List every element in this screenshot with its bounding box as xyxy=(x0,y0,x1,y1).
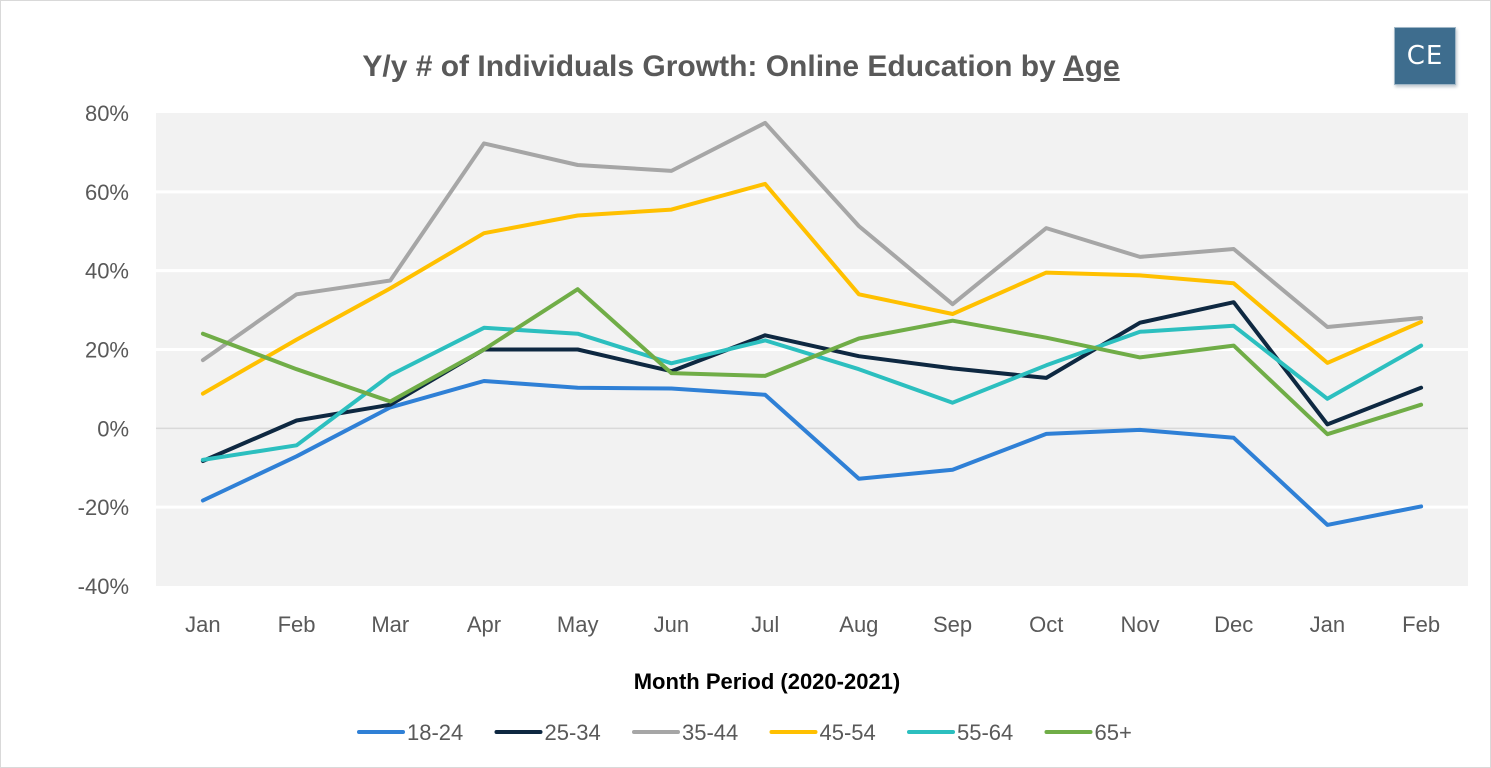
y-tick-label: 20% xyxy=(85,338,129,363)
chart-title-emphasis: Age xyxy=(1063,50,1120,83)
x-tick-label: Mar xyxy=(371,612,409,637)
x-tick-label: Aug xyxy=(839,612,878,637)
ce-logo: CE xyxy=(1394,27,1456,85)
legend-label: 45-54 xyxy=(820,720,876,745)
y-axis-ticks: -40% -20% 0% 20% 40% 60% 80% xyxy=(78,101,129,599)
legend-entry: 55-64 xyxy=(907,720,1013,745)
x-tick-label: Jun xyxy=(654,612,689,637)
x-tick-label: Apr xyxy=(467,612,501,637)
y-tick-label: -40% xyxy=(78,574,129,599)
x-tick-label: Feb xyxy=(278,612,316,637)
x-axis-ticks: Jan Feb Mar Apr May Jun Jul Aug Sep Oct Nov Dec Jan F… xyxy=(185,612,1440,637)
y-tick-label: -20% xyxy=(78,495,129,520)
legend-label: 25-34 xyxy=(545,720,601,745)
series-line-65+ xyxy=(200,287,1424,437)
legend-label: 35-44 xyxy=(682,720,738,745)
x-axis-label: Month Period (2020-2021) xyxy=(634,669,901,694)
legend-label: 18-24 xyxy=(407,720,463,745)
x-tick-label: Sep xyxy=(933,612,972,637)
legend-entry: 45-54 xyxy=(769,720,876,745)
x-tick-label: Oct xyxy=(1029,612,1063,637)
series-line-55-64 xyxy=(200,323,1424,462)
legend-label: 65+ xyxy=(1095,720,1132,745)
x-tick-label: Jan xyxy=(1310,612,1345,637)
series-line-25-34 xyxy=(200,300,1424,463)
y-tick-label: 0% xyxy=(97,416,129,441)
series-line-18-24 xyxy=(200,379,1424,527)
y-tick-label: 60% xyxy=(85,180,129,205)
legend-entry: 35-44 xyxy=(632,720,738,745)
y-tick-label: 80% xyxy=(85,101,129,126)
x-tick-label: May xyxy=(557,612,599,637)
x-tick-label: Jan xyxy=(185,612,220,637)
series-lines xyxy=(200,120,1424,527)
legend: 18-24 25-34 35-44 45-54 55-64 65+ xyxy=(357,720,1132,745)
series-line-45-54 xyxy=(200,181,1424,396)
x-tick-label: Nov xyxy=(1120,612,1159,637)
gridlines xyxy=(156,190,1468,509)
x-tick-label: Feb xyxy=(1402,612,1440,637)
legend-label: 55-64 xyxy=(957,720,1013,745)
series-line-35-44 xyxy=(200,120,1424,363)
chart-title-prefix: Y/y # of Individuals Growth: Online Educ… xyxy=(362,50,1063,83)
y-tick-label: 40% xyxy=(85,259,129,284)
x-tick-label: Jul xyxy=(751,612,779,637)
legend-entry: 18-24 xyxy=(357,720,463,745)
x-tick-label: Dec xyxy=(1214,612,1253,637)
legend-entry: 65+ xyxy=(1044,720,1132,745)
legend-entry: 25-34 xyxy=(494,720,601,745)
chart-title: Y/y # of Individuals Growth: Online Educ… xyxy=(362,50,1119,83)
